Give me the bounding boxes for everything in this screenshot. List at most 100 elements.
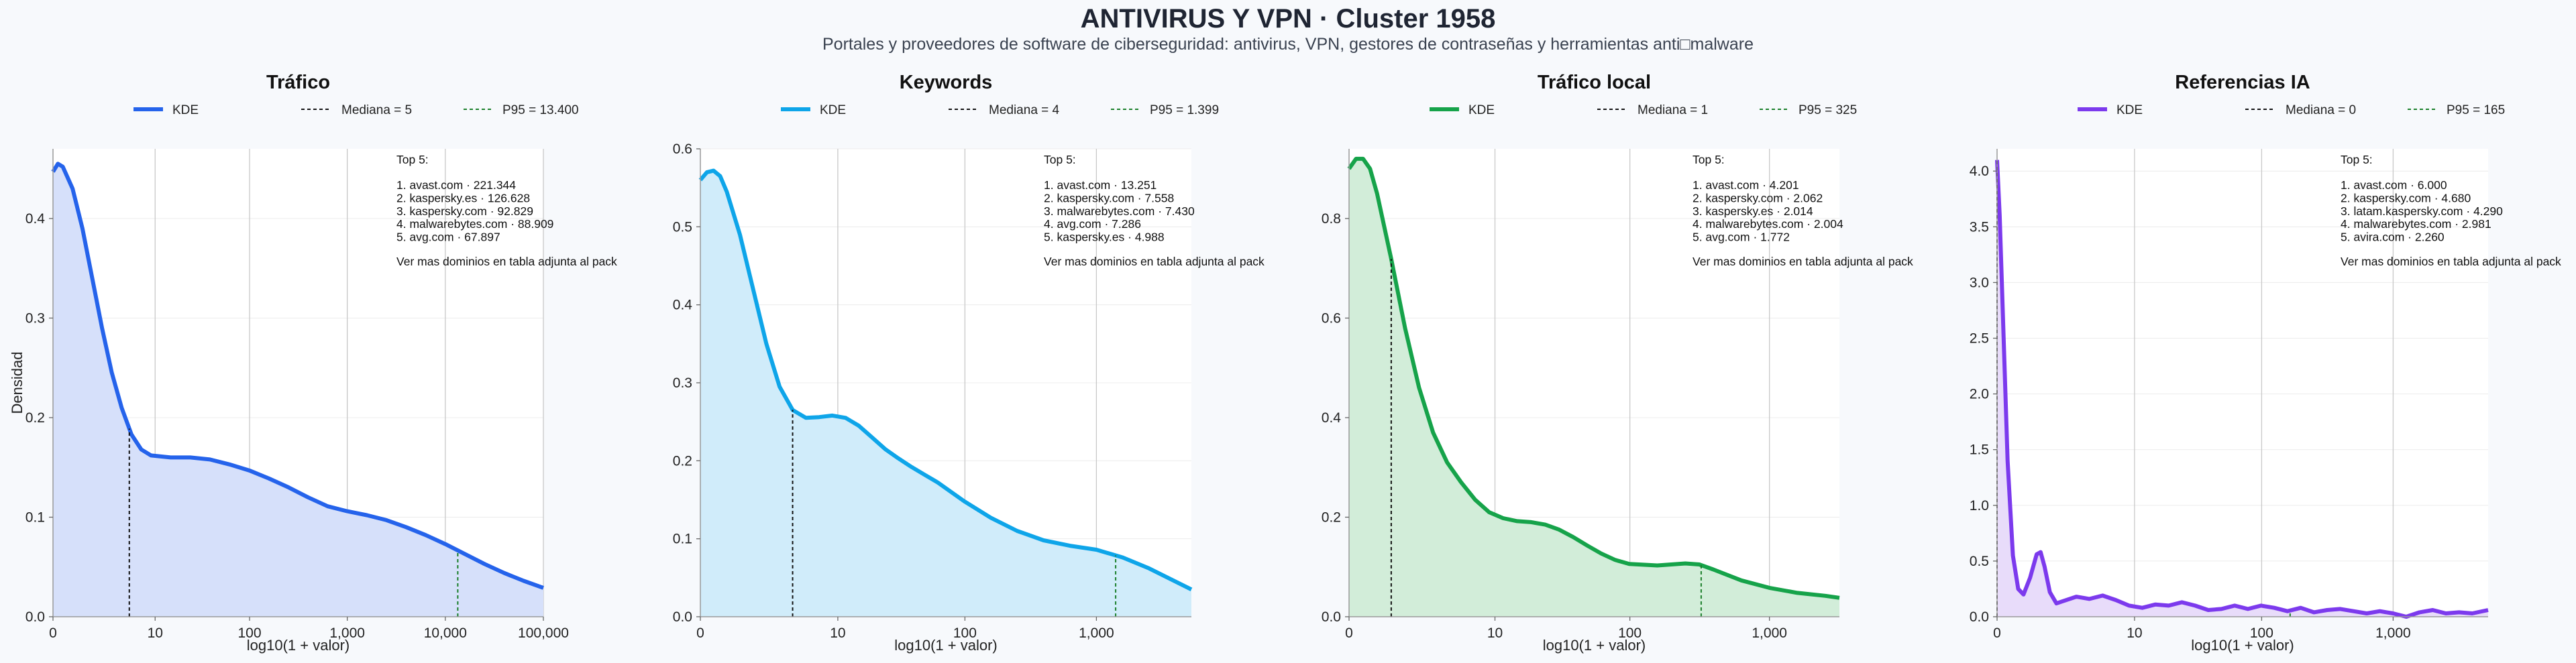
chart-title: Tráfico: [266, 72, 330, 93]
legend-kde-label: KDE: [1468, 103, 1495, 117]
y-tick-label: 0.5: [1970, 554, 1989, 569]
chart-panel-3: 0.0 0.2 0.4 0.6 0.8 0 10 100 1,000 log10(1 + valo…: [1322, 72, 1913, 654]
kde-area: [53, 164, 543, 617]
y-tick-label: 0.2: [25, 410, 45, 426]
top5-item: 4. malwarebytes.com · 2.981: [2341, 217, 2491, 231]
chart-title: Referencias IA: [2175, 72, 2310, 93]
top5-item: 5. avg.com · 67.897: [396, 231, 500, 244]
chart-title: Tráfico local: [1538, 72, 1651, 93]
y-tick-label: 0.0: [1322, 609, 1341, 625]
y-tick-label: 0.4: [1322, 410, 1342, 426]
top5-item: 1. avast.com · 4.201: [1693, 178, 1799, 192]
y-axis-label: Densidad: [9, 352, 25, 414]
chart-panel-2: 0.0 0.1 0.2 0.3 0.4 0.5 0.6 0 10 100 1,000 log10(1 …: [673, 72, 1265, 654]
x-axis-label: log10(1 + valor): [1543, 637, 1646, 654]
y-tick-label: 0.2: [673, 453, 692, 469]
top5-item: 1. avast.com · 13.251: [1044, 178, 1157, 192]
legend-kde-label: KDE: [172, 103, 199, 117]
chart-panel-4: 0.0 0.5 1.0 1.5 2.0 2.5 3.0 3.5 4.0 0 10 100 1,000 lo…: [1970, 72, 2561, 654]
top5-note: Ver mas dominios en tabla adjunta al pac…: [1044, 255, 1265, 268]
top5-header: Top 5:: [396, 153, 429, 166]
kde-line: [1995, 160, 2489, 619]
x-tick-label: 0: [696, 625, 704, 641]
y-tick-label: 0.8: [1322, 211, 1341, 227]
top5-item: 5. avira.com · 2.260: [2341, 231, 2445, 244]
y-tick-label: 0.6: [673, 141, 692, 157]
top5-header: Top 5:: [1044, 153, 1076, 166]
top5-item: 5. kaspersky.es · 4.988: [1044, 231, 1165, 244]
legend-median-label: Mediana = 4: [989, 103, 1060, 117]
kde-line: [51, 162, 545, 590]
top5-header: Top 5:: [1693, 153, 1725, 166]
top5-item: 2. kaspersky.es · 126.628: [396, 191, 530, 204]
legend-kde-label: KDE: [820, 103, 846, 117]
x-tick-label: 0: [1993, 625, 2001, 641]
kde-line: [1347, 156, 1840, 600]
y-tick-label: 0.0: [673, 609, 692, 625]
top5-item: 3. latam.kaspersky.com · 4.290: [2341, 204, 2503, 218]
x-tick-label: 0: [1345, 625, 1353, 641]
y-tick-label: 0.2: [1322, 509, 1341, 525]
y-tick-label: 4.0: [1970, 164, 1989, 179]
top5-item: 3. kaspersky.es · 2.014: [1693, 204, 1813, 218]
x-tick-label: 1,000: [329, 625, 365, 641]
x-axis-label: log10(1 + valor): [247, 637, 350, 654]
x-tick-label: 10: [1487, 625, 1503, 641]
y-tick-label: 0.4: [673, 298, 693, 313]
y-tick-label: 3.5: [1970, 219, 1989, 235]
y-tick-label: 0.1: [25, 509, 45, 525]
legend-p95-label: P95 = 165: [2447, 103, 2505, 117]
y-tick-label: 0.6: [1322, 310, 1341, 326]
top5-note: Ver mas dominios en tabla adjunta al pac…: [2341, 255, 2561, 268]
x-tick-label: 100: [238, 625, 262, 641]
x-tick-label: 100: [1618, 625, 1642, 641]
kde-line: [698, 168, 1193, 591]
legend-median-label: Mediana = 0: [2286, 103, 2356, 117]
page-subtitle: Portales y proveedores de software de ci…: [822, 35, 1754, 54]
y-tick-label: 0.0: [25, 609, 45, 625]
top5-item: 2. kaspersky.com · 7.558: [1044, 191, 1174, 204]
y-tick-label: 3.0: [1970, 275, 1989, 290]
chart-panel-1: 0.0 0.1 0.2 0.3 0.4 0 10 100 1,000 10,000 100,000 l…: [9, 72, 617, 654]
top5-header: Top 5:: [2341, 153, 2373, 166]
x-tick-label: 1,000: [1752, 625, 1787, 641]
x-tick-label: 1,000: [2375, 625, 2411, 641]
x-tick-label: 10: [2127, 625, 2142, 641]
top5-item: 5. avg.com · 1.772: [1693, 231, 1790, 244]
y-tick-label: 0.3: [673, 375, 692, 391]
top5-item: 4. avg.com · 7.286: [1044, 217, 1141, 231]
x-tick-label: 100: [953, 625, 977, 641]
y-tick-label: 2.5: [1970, 331, 1989, 347]
y-tick-label: 0.5: [673, 219, 692, 235]
top5-item: 1. avast.com · 6.000: [2341, 178, 2447, 192]
top5-note: Ver mas dominios en tabla adjunta al pac…: [1693, 255, 1913, 268]
y-tick-label: 0.3: [25, 310, 45, 326]
y-tick-label: 0.1: [673, 532, 692, 547]
kde-area: [700, 170, 1191, 617]
legend-p95-label: P95 = 325: [1799, 103, 1857, 117]
y-tick-label: 0.4: [25, 211, 46, 227]
x-axis-label: log10(1 + valor): [2191, 637, 2294, 654]
x-tick-label: 10: [148, 625, 163, 641]
y-tick-label: 1.0: [1970, 498, 1989, 514]
top5-item: 4. malwarebytes.com · 88.909: [396, 217, 553, 231]
x-tick-label: 100,000: [518, 625, 569, 641]
y-tick-label: 2.0: [1970, 387, 1989, 402]
top5-item: 1. avast.com · 221.344: [396, 178, 516, 192]
y-tick-label: 1.5: [1970, 442, 1989, 458]
legend-p95-label: P95 = 13.400: [502, 103, 579, 117]
kde-area: [1349, 158, 1839, 617]
chart-title: Keywords: [900, 72, 993, 93]
x-tick-label: 10,000: [424, 625, 467, 641]
top5-item: 2. kaspersky.com · 4.680: [2341, 191, 2471, 204]
page-title: ANTIVIRUS Y VPN · Cluster 1958: [1080, 4, 1496, 34]
legend-kde-label: KDE: [2116, 103, 2143, 117]
y-tick-label: 0.0: [1970, 609, 1989, 625]
top5-item: 3. malwarebytes.com · 7.430: [1044, 204, 1195, 218]
legend-median-label: Mediana = 1: [1638, 103, 1708, 117]
x-axis-label: log10(1 + valor): [894, 637, 997, 654]
x-tick-label: 100: [2250, 625, 2273, 641]
top5-item: 3. kaspersky.com · 92.829: [396, 204, 533, 218]
top5-item: 2. kaspersky.com · 2.062: [1693, 191, 1823, 204]
x-tick-label: 0: [49, 625, 57, 641]
